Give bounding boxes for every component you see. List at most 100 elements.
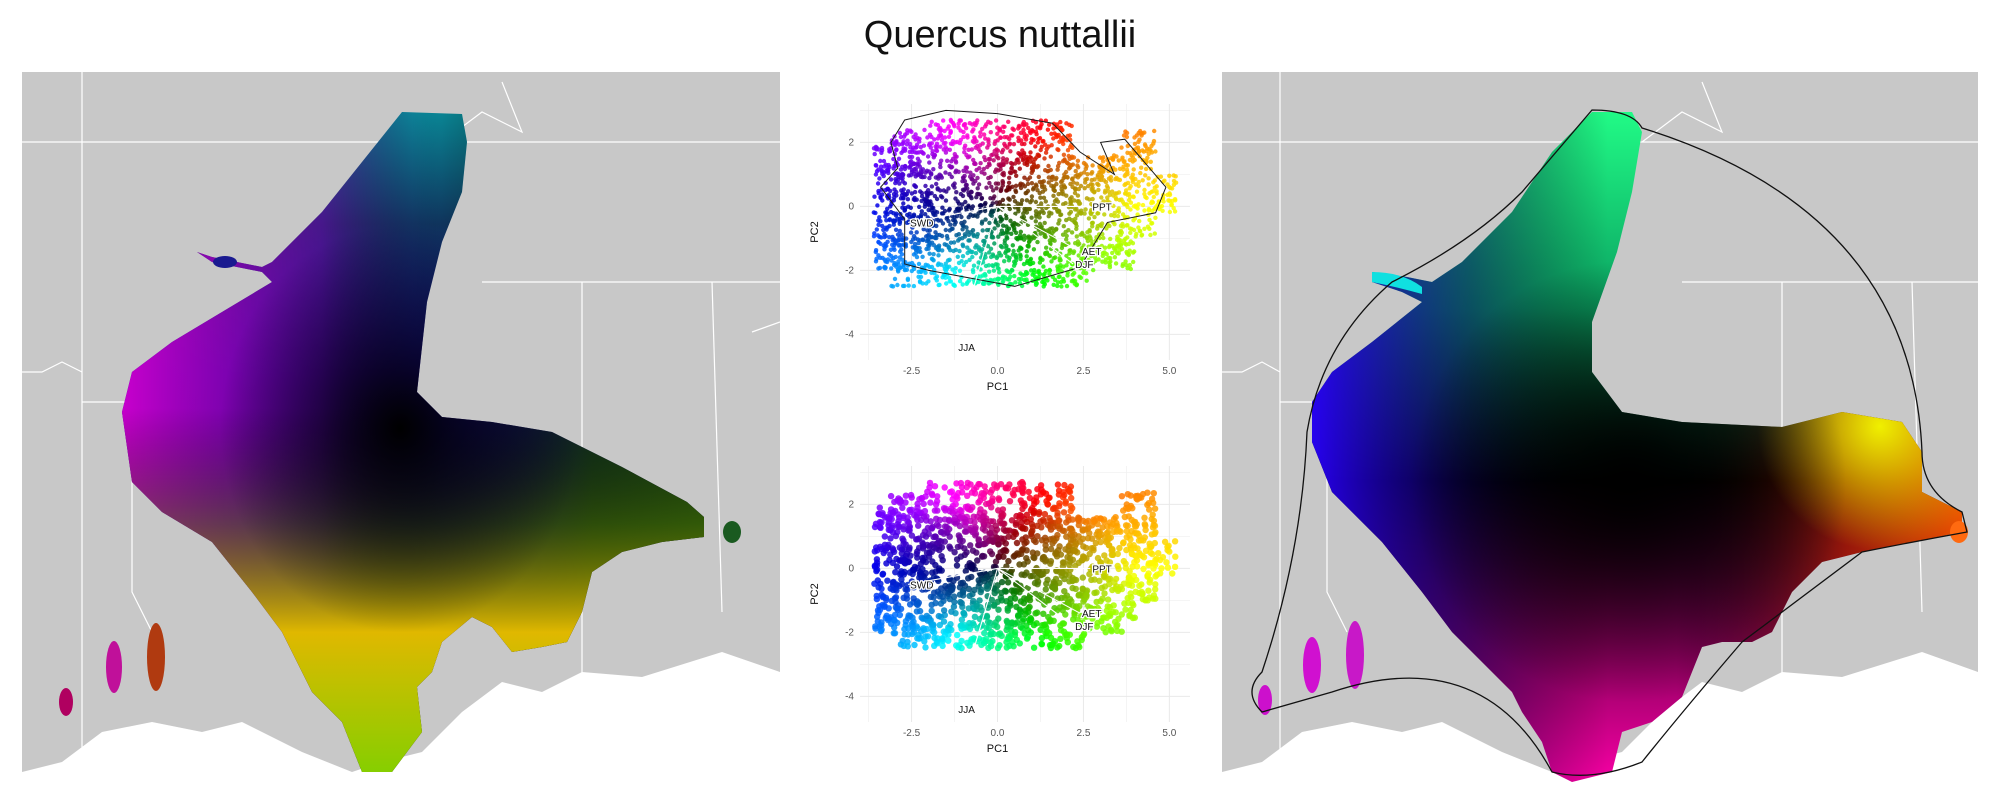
data-point	[948, 130, 953, 136]
data-point	[990, 210, 995, 215]
data-point	[893, 227, 899, 232]
data-point	[905, 197, 911, 202]
loading-vector	[955, 568, 999, 710]
data-point	[1112, 255, 1118, 260]
data-point	[1013, 189, 1019, 195]
data-point	[1102, 212, 1107, 217]
data-point	[961, 243, 966, 249]
data-point	[926, 203, 932, 208]
loading-vector	[908, 567, 998, 585]
data-point	[946, 525, 953, 533]
data-point	[1107, 200, 1112, 205]
data-point	[921, 143, 927, 148]
data-point	[1054, 481, 1062, 488]
data-point	[965, 186, 970, 191]
data-point	[1021, 127, 1026, 133]
data-point	[990, 152, 996, 157]
data-point	[998, 167, 1003, 172]
data-point	[973, 145, 978, 150]
data-point	[920, 254, 925, 259]
data-point	[1167, 184, 1172, 190]
data-point	[1061, 559, 1068, 566]
data-point	[1075, 559, 1082, 566]
data-point	[959, 214, 964, 220]
data-point	[1107, 223, 1112, 229]
data-point	[965, 229, 970, 234]
data-point	[1032, 590, 1039, 598]
data-point	[911, 283, 917, 289]
data-point	[1086, 216, 1092, 221]
data-point	[1075, 181, 1080, 186]
data-point	[1152, 185, 1157, 190]
data-point	[1077, 201, 1083, 206]
data-point	[1021, 119, 1026, 125]
data-point	[933, 498, 941, 505]
data-point	[978, 641, 985, 649]
data-point	[981, 238, 986, 244]
loading-vector	[997, 567, 1074, 627]
data-point	[1021, 152, 1026, 157]
data-point	[1104, 596, 1112, 603]
loading-label: DJF	[1075, 260, 1093, 271]
data-point	[914, 548, 921, 555]
data-point	[1088, 182, 1094, 187]
data-point	[1159, 203, 1165, 209]
data-point	[1056, 500, 1063, 507]
data-point	[938, 144, 943, 149]
data-point	[1169, 570, 1176, 577]
data-point	[966, 238, 971, 243]
pca-top-svg: PPT SWD AET DJF JJA -2.5 0.0 2.5 5.0 2 0 -2 -4 PC1 PC2	[809, 104, 1190, 393]
data-point	[921, 638, 928, 645]
data-point	[881, 533, 888, 540]
data-point	[1128, 239, 1133, 244]
data-point	[1026, 494, 1034, 502]
data-point	[922, 633, 929, 640]
data-point	[881, 158, 887, 164]
data-point	[915, 135, 920, 141]
data-point	[902, 499, 909, 506]
data-point	[901, 201, 906, 206]
left-outlier-sw2	[106, 641, 122, 693]
data-point	[1075, 158, 1081, 163]
data-point	[1096, 211, 1101, 216]
data-point	[898, 581, 906, 588]
data-point	[1106, 244, 1112, 250]
data-point	[1112, 575, 1120, 583]
data-point	[929, 523, 936, 531]
data-point	[1099, 243, 1104, 249]
data-point	[934, 148, 939, 153]
data-point	[1038, 640, 1045, 648]
data-point	[918, 274, 924, 280]
data-point	[949, 226, 954, 232]
data-point	[1012, 521, 1020, 528]
data-point	[1146, 506, 1153, 513]
data-point	[1073, 168, 1078, 174]
data-point	[873, 163, 878, 168]
data-point	[1042, 546, 1049, 553]
data-point	[991, 268, 997, 273]
data-point	[1169, 202, 1174, 207]
data-point	[929, 270, 934, 275]
data-point	[978, 161, 983, 166]
data-point	[1026, 618, 1034, 625]
data-point	[1047, 545, 1055, 553]
data-point	[929, 558, 936, 565]
data-point	[911, 161, 916, 167]
data-point	[1006, 277, 1012, 282]
data-point	[1103, 188, 1108, 193]
data-point	[964, 281, 969, 286]
data-point	[1041, 621, 1048, 629]
loading-label: DJF	[1075, 622, 1093, 633]
data-point	[975, 232, 980, 237]
data-point	[1165, 192, 1170, 197]
data-point	[878, 164, 884, 169]
data-point	[926, 232, 931, 237]
data-point	[1075, 193, 1081, 198]
data-point	[899, 504, 906, 511]
data-point	[1024, 254, 1029, 259]
data-point	[1037, 626, 1044, 633]
data-point	[1081, 526, 1089, 533]
data-point	[1017, 152, 1022, 157]
data-point	[992, 148, 997, 154]
data-point	[1037, 215, 1042, 220]
